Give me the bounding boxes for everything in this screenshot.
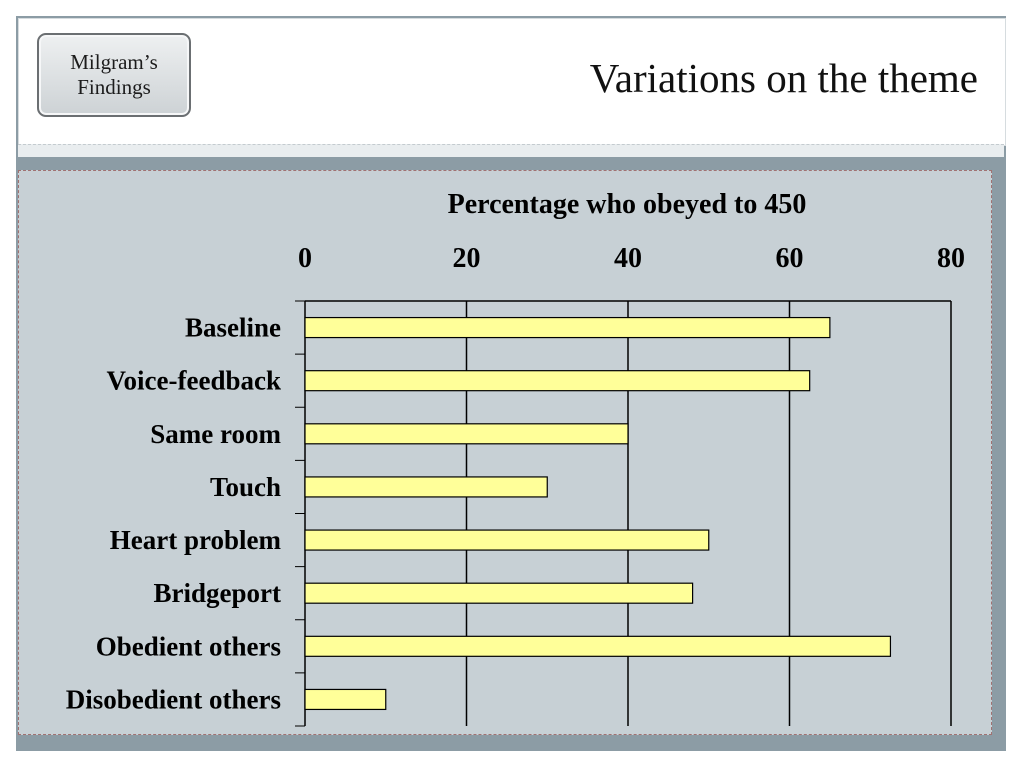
header-divider [18,144,1004,157]
category-label: Same room [150,419,281,449]
category-label: Voice-feedback [107,366,281,396]
category-label: Baseline [185,313,281,343]
bar [304,688,387,711]
chart-title: Percentage who obeyed to 450 [448,189,807,220]
category-label: Disobedient others [66,684,281,714]
chart-category-labels: Baseline Voice-feedback Same room Touch Hear… [66,313,282,715]
bar [304,529,710,551]
badge-line-1: Milgram’s [70,49,158,74]
bar [304,370,811,392]
x-tick-label: 40 [614,243,642,274]
section-badge: Milgram’s Findings [37,33,191,117]
bar [304,423,629,445]
category-label: Bridgeport [154,578,282,608]
x-tick-label: 80 [937,243,965,274]
chart-grid [295,300,952,727]
bar [304,476,548,498]
category-label: Heart problem [110,525,282,555]
category-label: Touch [210,472,281,502]
x-tick-label: 0 [298,243,312,274]
bar [304,635,892,657]
chart-x-ticks: 0 20 40 60 80 [298,243,965,274]
chart-bars [304,316,892,711]
bar [304,316,831,339]
slide-title: Variations on the theme [589,55,978,101]
x-tick-label: 60 [776,243,804,274]
bar-chart: Percentage who obeyed to 450 0 20 40 60 80 B… [66,189,965,727]
badge-line-2: Findings [77,75,151,99]
chart-panel: Percentage who obeyed to 450 0 20 40 60 80 B… [18,170,992,735]
category-label: Obedient others [96,631,281,661]
bar [304,582,694,604]
x-tick-label: 20 [453,243,481,274]
